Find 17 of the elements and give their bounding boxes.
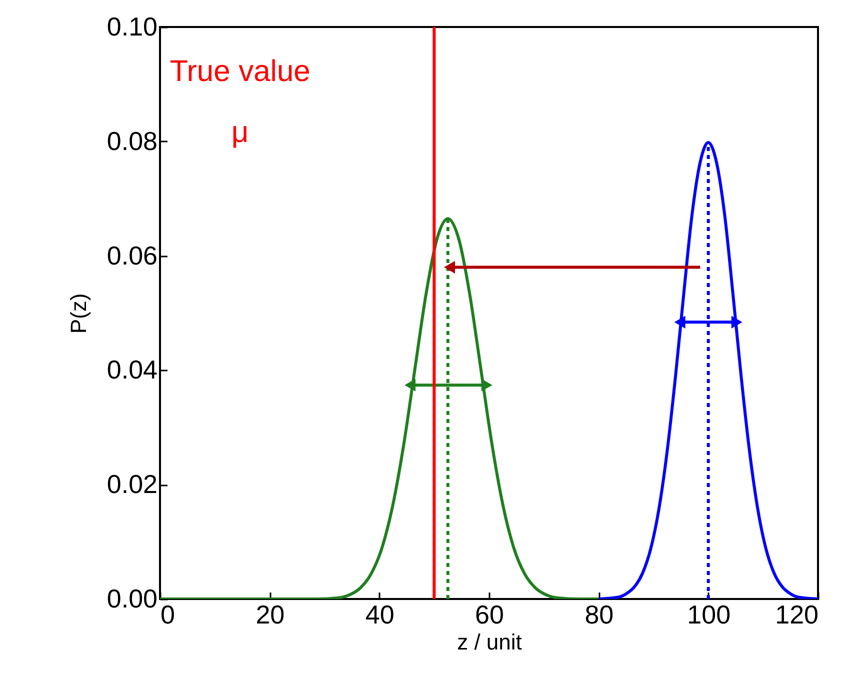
x-tick-label: 20 — [256, 600, 285, 630]
annotation: μ — [231, 116, 249, 149]
x-tick-label: 60 — [475, 600, 504, 630]
y-tick-label: 0.00 — [106, 584, 158, 614]
y-axis-title: P(z) — [66, 293, 91, 334]
x-tick-label: 100 — [687, 600, 731, 630]
y-tick-label: 0.04 — [106, 354, 158, 385]
y-tick-label: 0.08 — [106, 126, 158, 156]
x-tick-label: 120 — [775, 600, 818, 630]
x-tick-label: 80 — [584, 600, 614, 630]
y-tick-label: 0.06 — [106, 240, 158, 270]
x-tick-label: 0 — [160, 600, 175, 630]
y-tick-label: 0.10 — [106, 12, 158, 42]
annotation: True value — [170, 55, 310, 88]
x-tick-label: 40 — [365, 600, 394, 630]
x-axis-title: z / unit — [457, 630, 522, 654]
y-tick-label: 0.02 — [106, 469, 158, 500]
